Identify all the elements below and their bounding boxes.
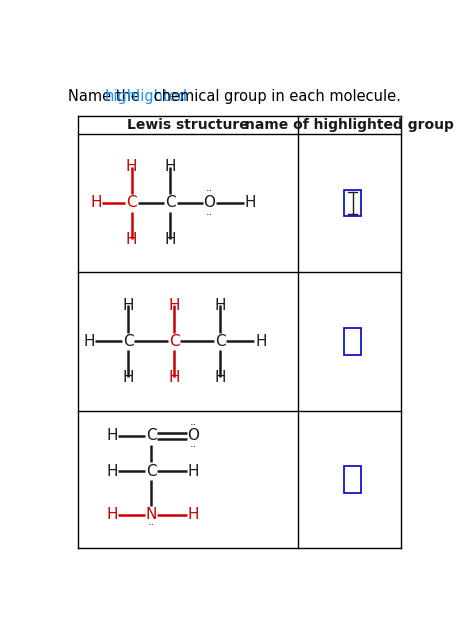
Text: H: H [106,507,118,522]
Text: C: C [215,334,225,349]
Bar [345,189,361,216]
Text: H: H [165,159,176,174]
Text: C: C [146,463,156,478]
Text: N: N [145,507,157,522]
Text: O: O [187,428,200,443]
Text: H: H [126,159,137,174]
Text: ··: ·· [206,186,213,196]
Text: H: H [214,370,226,385]
Text: O: O [203,196,215,211]
Text: C: C [169,334,179,349]
Text: H: H [122,370,134,385]
Text: C: C [146,428,156,443]
Text: highlighted: highlighted [104,90,187,105]
Text: H: H [188,463,199,478]
Text: H: H [165,231,176,246]
Text: ··: ·· [206,210,213,220]
Text: H: H [188,507,199,522]
Text: chemical group in each molecule.: chemical group in each molecule. [149,90,401,105]
Text: Lewis structure: Lewis structure [128,119,249,132]
Bar [345,328,361,354]
Text: ··: ·· [190,441,197,451]
Text: H: H [168,298,180,312]
Text: H: H [106,463,118,478]
Text: ··: ·· [147,520,154,530]
Text: H: H [244,196,256,211]
Text: Name the: Name the [68,90,144,105]
Text: H: H [122,298,134,312]
Text: C: C [126,196,137,211]
Text: name of highlighted group: name of highlighted group [245,119,454,132]
Bar [345,466,361,493]
Text: H: H [90,196,102,211]
Text: C: C [165,196,176,211]
Text: C: C [122,334,133,349]
Text: H: H [214,298,226,312]
Text: H: H [83,334,95,349]
Text: ··: ·· [190,420,197,430]
Text: H: H [168,370,180,385]
Text: H: H [126,231,137,246]
Text: H: H [255,334,266,349]
Text: H: H [106,428,118,443]
